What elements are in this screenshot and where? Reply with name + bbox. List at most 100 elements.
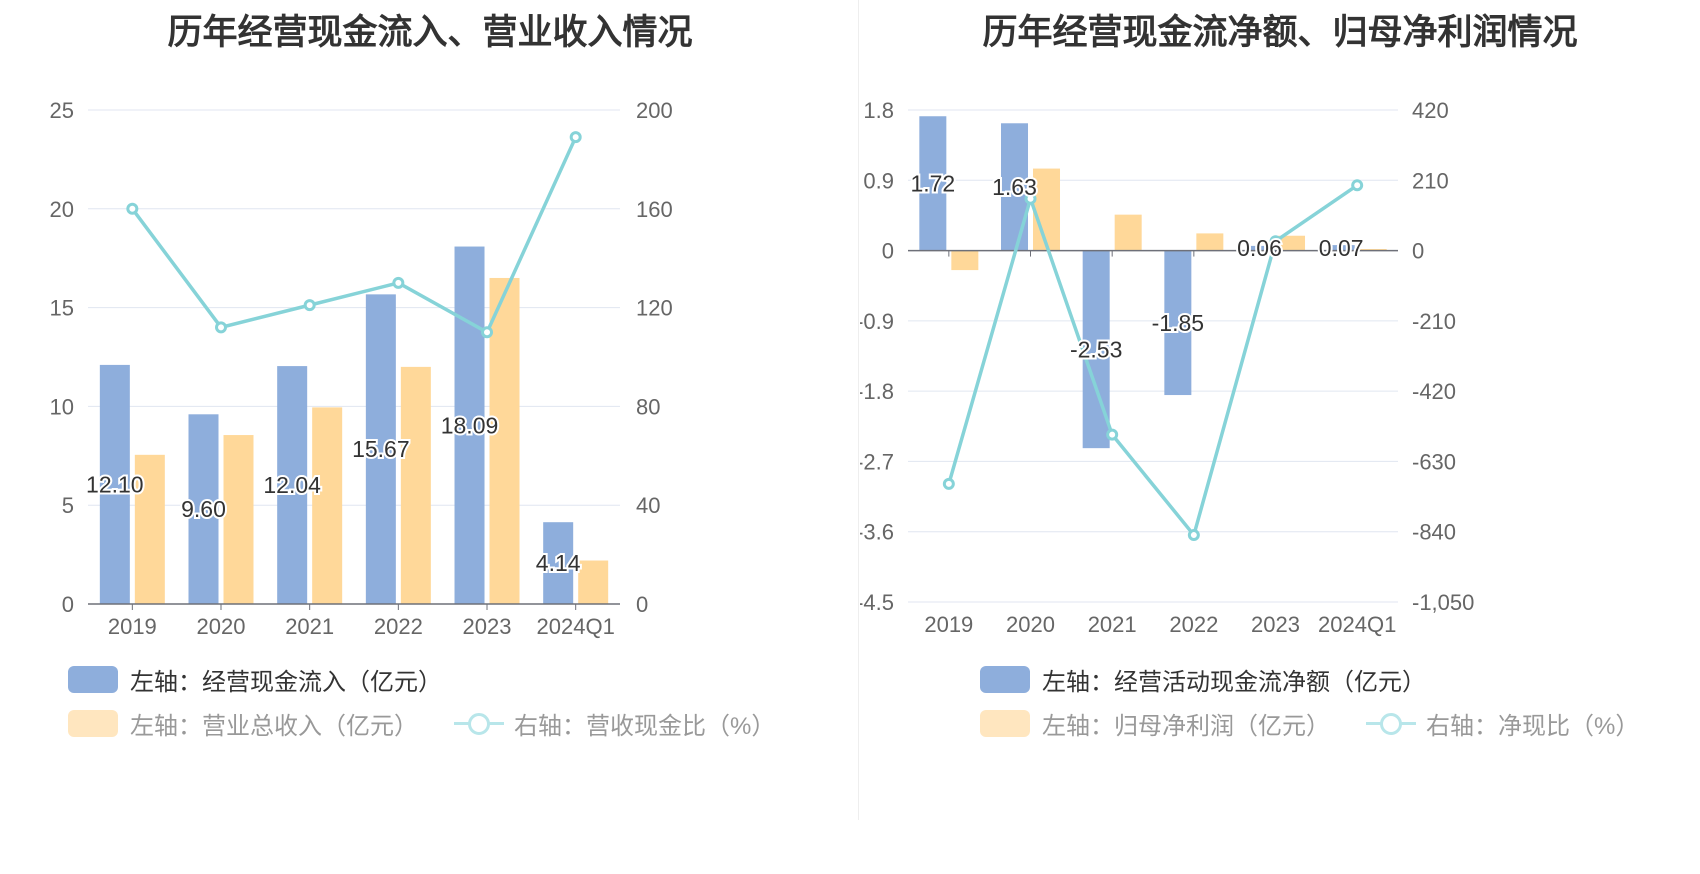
x-tick-label: 2019 (924, 612, 973, 637)
bar-data-label: 1.63 (992, 174, 1037, 200)
bar-data-label: 0.07 (1319, 235, 1364, 261)
line-point (481, 326, 494, 339)
x-tick-label: 2021 (285, 614, 334, 639)
y-tick-label-right: -210 (1412, 309, 1456, 334)
y-tick-label-right: 40 (636, 493, 660, 518)
bar-data-label: -1.85 (1152, 310, 1204, 336)
chart-title: 历年经营现金流净额、归母净利润情况 (982, 13, 1578, 52)
legend-label: 左轴：归母净利润（亿元） (1042, 713, 1330, 740)
line-point (215, 321, 228, 334)
bar-data-label: -2.53 (1070, 336, 1122, 362)
legend-line-swatch (1366, 710, 1416, 737)
bar-secondary (134, 454, 165, 604)
y-tick-label-left: 20 (50, 197, 74, 222)
y-tick-label-right: 80 (636, 394, 660, 419)
bar-primary (1246, 245, 1274, 251)
line-point (392, 276, 405, 289)
x-tick-label: 2022 (374, 614, 423, 639)
y-tick-label-right: 200 (636, 98, 673, 123)
bar-secondary (489, 277, 520, 604)
legend-row-primary: 左轴：经营现金流入（亿元） (68, 662, 478, 697)
line-series (947, 183, 1359, 539)
y-tick-label-right: 120 (636, 296, 673, 321)
bar-primary (99, 364, 130, 604)
legend-row-secondary: 左轴：营业总收入（亿元） 右轴：营收现金比（%） (68, 706, 811, 741)
y-tick-label-left: -4.5 (860, 590, 894, 615)
line-series (130, 136, 578, 335)
chart-panel-cashflow-revenue: 历年经营现金流入、营业收入情况 0 0 5 40 10 80 15 120 20 160 25 200… (50, 13, 811, 741)
legend-label: 右轴：净现比（%） (1426, 713, 1640, 740)
y-tick-label-right: -630 (1412, 449, 1456, 474)
x-tick-label: 2022 (1169, 612, 1218, 637)
x-tick-label: 2019 (108, 614, 157, 639)
bar-primary (919, 116, 947, 251)
legend-label: 左轴：经营活动现金流净额（亿元） (1042, 669, 1426, 696)
chart-canvas-cashflow-revenue: 0 0 5 40 10 80 15 120 20 160 25 200 2019 2020 2021 2022… (50, 98, 673, 639)
legend-item[interactable]: 右轴：净现比（%） (1366, 706, 1639, 741)
y-tick-label-right: 210 (1412, 168, 1449, 193)
x-tick-label: 2024Q1 (537, 614, 615, 639)
legend-swatch (68, 710, 118, 737)
legend-label: 右轴：营收现金比（%） (514, 713, 776, 740)
legend-item[interactable]: 右轴：营收现金比（%） (454, 706, 775, 741)
line-point (126, 202, 139, 215)
bar-primary (454, 246, 485, 604)
bar-secondary (312, 407, 343, 604)
legend-swatch (68, 666, 118, 693)
bar-primary (1164, 250, 1192, 396)
bar-data-label: 4.14 (536, 550, 581, 576)
line-point (1024, 192, 1037, 205)
y-tick-label-left: -1.8 (860, 379, 894, 404)
y-tick-label-left: -3.6 (860, 520, 894, 545)
legend-row-primary: 左轴：经营活动现金流净额（亿元） (980, 662, 1462, 697)
x-tick-label: 2021 (1088, 612, 1137, 637)
y-tick-label-right: 420 (1412, 98, 1449, 123)
bar-data-label: 1.72 (910, 170, 955, 196)
y-tick-label-right: 160 (636, 197, 673, 222)
line-point (1351, 179, 1364, 192)
bar-primary (365, 294, 396, 604)
x-tick-label: 2020 (197, 614, 246, 639)
bar-data-label: 15.67 (352, 436, 410, 462)
bar-primary (188, 414, 219, 604)
y-tick-label-left: 1.8 (863, 98, 894, 123)
y-tick-label-left: 15 (50, 296, 74, 321)
bar-primary (1327, 245, 1355, 251)
chart-panel-netcash-profit: 历年经营现金流净额、归母净利润情况 -4.5 -1,050 -3.6 -840 -2.7… (860, 0, 1700, 874)
bar-secondary (951, 250, 979, 271)
bar-primary (277, 366, 308, 604)
bar-secondary (1196, 233, 1224, 251)
y-tick-label-left: 0.9 (863, 168, 894, 193)
bar-data-label: 12.04 (263, 472, 321, 498)
line-point (942, 477, 955, 490)
bar-secondary (1033, 168, 1061, 251)
y-tick-label-left: 10 (50, 394, 74, 419)
bar-secondary (1359, 249, 1387, 251)
bar-secondary (400, 366, 431, 604)
legend-swatch (980, 666, 1030, 693)
legend-item[interactable]: 左轴：营业总收入（亿元） (68, 706, 418, 741)
bar-data-label: 0.06 (1237, 235, 1282, 261)
line-point (1106, 428, 1119, 441)
x-tick-label: 2023 (1251, 612, 1300, 637)
bar-data-label: 9.60 (181, 496, 226, 522)
panel-divider (858, 0, 859, 820)
y-tick-label-right: -420 (1412, 379, 1456, 404)
bar-secondary (1278, 235, 1306, 251)
y-tick-label-left: -0.9 (860, 309, 894, 334)
bar-secondary (1114, 214, 1142, 251)
y-tick-label-left: 0 (882, 239, 894, 264)
line-point (569, 131, 582, 144)
legend-line-swatch (454, 710, 504, 737)
legend-item[interactable]: 左轴：经营活动现金流净额（亿元） (980, 662, 1426, 697)
line-point (1187, 529, 1200, 542)
x-tick-label: 2023 (463, 614, 512, 639)
legend-item[interactable]: 左轴：经营现金流入（亿元） (68, 662, 442, 697)
y-tick-label-right: 0 (1412, 239, 1424, 264)
y-tick-label-right: -840 (1412, 520, 1456, 545)
y-tick-label-right: 0 (636, 592, 648, 617)
bar-secondary (223, 435, 254, 604)
legend-item[interactable]: 左轴：归母净利润（亿元） (980, 706, 1330, 741)
line-point (303, 299, 316, 312)
